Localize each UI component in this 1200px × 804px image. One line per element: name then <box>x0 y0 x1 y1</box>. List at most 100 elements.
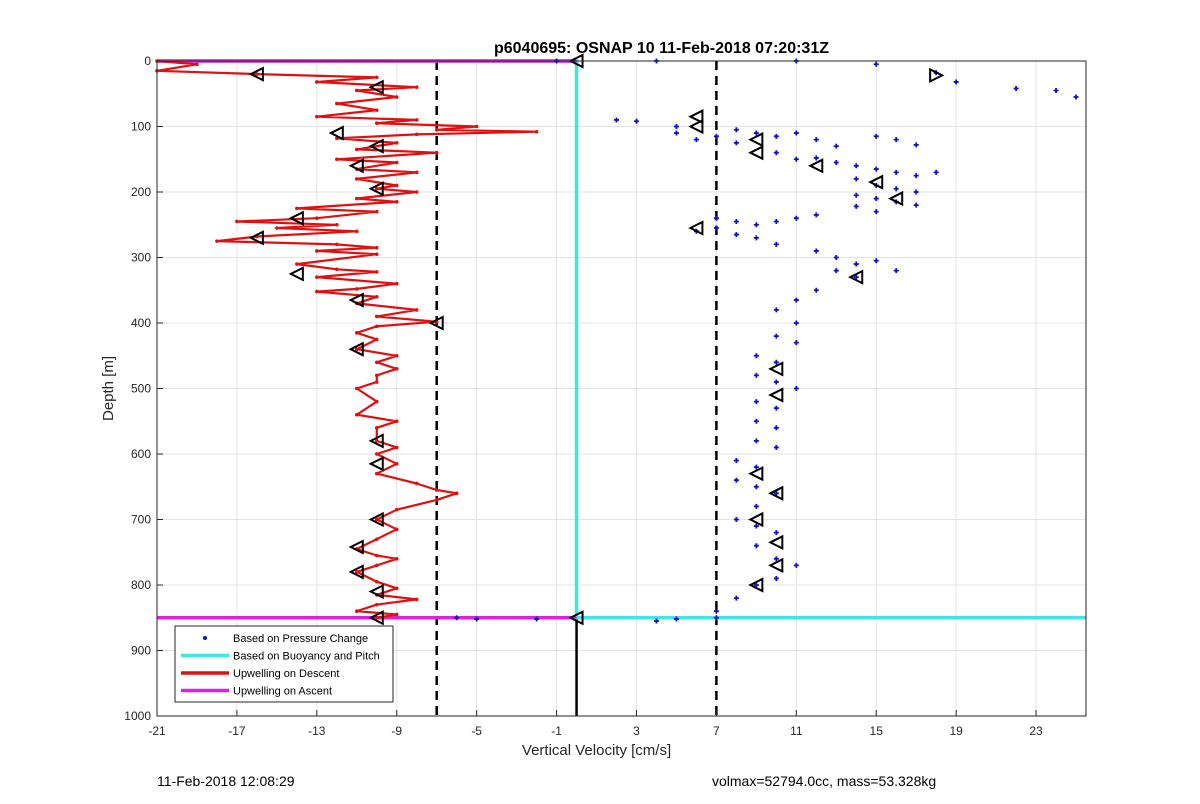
pressure-point <box>793 320 799 326</box>
descent-point <box>255 72 259 76</box>
descent-point <box>474 124 479 129</box>
pressure-point <box>713 608 719 614</box>
y-tick-label: 100 <box>131 120 151 134</box>
descent-point <box>354 331 359 335</box>
pressure-point <box>773 405 779 411</box>
pressure-point <box>753 523 759 529</box>
pressure-point <box>773 150 779 156</box>
descent-point <box>394 612 399 617</box>
pressure-point <box>893 186 899 192</box>
pressure-point <box>733 140 739 146</box>
triangle-marker <box>348 158 364 174</box>
y-tick-label: 800 <box>131 578 151 592</box>
pressure-point <box>833 255 839 260</box>
descent-point <box>354 570 359 574</box>
descent-point <box>394 462 399 466</box>
pressure-point <box>773 490 779 496</box>
descent-point <box>394 419 399 424</box>
triangle-marker <box>808 158 824 174</box>
triangle-marker <box>368 456 384 472</box>
pressure-point <box>693 137 699 143</box>
pressure-point <box>773 444 779 450</box>
pressure-point <box>853 176 859 182</box>
descent-point <box>374 471 379 476</box>
pressure-point <box>773 241 779 247</box>
triangle-marker <box>768 387 784 403</box>
triangle-marker <box>348 539 364 555</box>
x-tick-label: -9 <box>391 724 402 738</box>
pressure-point <box>813 137 819 143</box>
descent-point <box>315 275 319 279</box>
descent-point <box>394 507 399 512</box>
descent-point <box>454 491 459 496</box>
descent-point <box>354 287 359 291</box>
pressure-point <box>713 225 719 231</box>
pressure-point <box>753 222 759 228</box>
triangle-marker <box>748 577 764 593</box>
x-tick-label: -17 <box>228 724 246 738</box>
descent-point <box>354 88 359 93</box>
pressure-point <box>773 530 779 536</box>
descent-point <box>394 527 399 532</box>
descent-point <box>374 426 379 430</box>
descent-point <box>394 141 399 145</box>
pressure-point <box>793 562 799 568</box>
descent-point <box>414 308 419 312</box>
descent-point <box>434 498 439 502</box>
pressure-point <box>873 133 879 139</box>
descent-point <box>335 267 339 272</box>
descent-point <box>374 537 379 541</box>
x-tick-label: 15 <box>870 724 884 738</box>
triangle-marker <box>288 266 304 282</box>
pressure-point <box>673 124 679 129</box>
descent-point <box>315 289 319 294</box>
triangle-marker <box>768 485 784 501</box>
descent-point <box>354 229 359 234</box>
pressure-point <box>873 166 879 172</box>
pressure-point <box>474 616 480 622</box>
pressure-point <box>813 155 819 161</box>
pressure-point <box>913 202 919 208</box>
descent-point <box>335 242 339 247</box>
y-tick-label: 900 <box>131 644 151 658</box>
triangle-marker <box>748 466 764 482</box>
descent-point <box>434 150 439 155</box>
pressure-point <box>793 215 799 221</box>
triangle-marker <box>768 534 784 551</box>
descent-point <box>315 249 319 253</box>
pressure-point <box>733 218 739 224</box>
pressure-point <box>773 425 779 431</box>
descent-point <box>374 121 379 126</box>
descent-point <box>295 262 299 266</box>
pressure-point <box>913 173 919 179</box>
pressure-point <box>753 438 759 444</box>
pressure-point <box>853 163 859 169</box>
descent-point <box>374 209 379 214</box>
pressure-point <box>793 156 799 162</box>
pressure-point <box>773 359 779 365</box>
descent-point <box>315 114 319 119</box>
triangle-marker <box>768 557 784 573</box>
descent-point <box>374 245 379 250</box>
footer-volume-mass: volmax=52794.0cc, mass=53.328kg <box>712 773 937 789</box>
series-buoyancy-line <box>157 59 1086 620</box>
descent-point <box>374 186 379 191</box>
legend: Based on Pressure Change Based on Buoyanc… <box>174 625 394 703</box>
pressure-point <box>913 142 919 148</box>
pressure-point <box>873 209 879 215</box>
descent-point <box>235 219 239 224</box>
triangle-marker <box>688 109 704 125</box>
series-layer <box>155 58 1086 624</box>
footer-timestamp: 11-Feb-2018 12:08:29 <box>157 773 295 789</box>
descent-point <box>335 222 339 227</box>
descent-point <box>374 517 379 522</box>
descent-point <box>315 80 319 84</box>
descent-point <box>335 157 339 162</box>
descent-point <box>414 481 419 486</box>
x-tick-label: -5 <box>471 724 482 738</box>
descent-point <box>335 101 339 106</box>
series-descent-line <box>155 59 538 619</box>
pressure-point <box>713 133 719 139</box>
pressure-point <box>833 160 839 166</box>
